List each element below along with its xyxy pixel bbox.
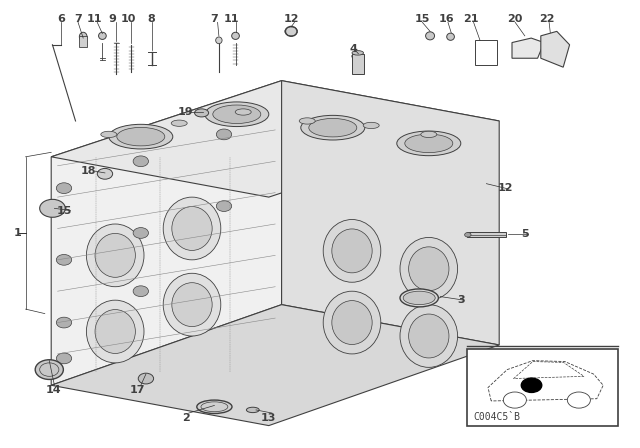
Text: 16: 16 <box>438 14 454 24</box>
Ellipse shape <box>447 33 454 40</box>
Circle shape <box>56 183 72 194</box>
Ellipse shape <box>163 273 221 336</box>
Ellipse shape <box>195 109 209 117</box>
Circle shape <box>216 201 232 211</box>
Ellipse shape <box>332 229 372 273</box>
Text: 4: 4 <box>349 44 357 54</box>
Text: 21: 21 <box>463 14 478 24</box>
Text: 18: 18 <box>81 166 96 176</box>
Ellipse shape <box>409 314 449 358</box>
Ellipse shape <box>400 289 438 307</box>
Ellipse shape <box>95 233 136 277</box>
Ellipse shape <box>246 407 259 413</box>
Text: 7: 7 <box>211 14 218 24</box>
Text: 7: 7 <box>74 14 82 24</box>
Circle shape <box>133 286 148 297</box>
Ellipse shape <box>163 197 221 260</box>
Ellipse shape <box>109 125 173 149</box>
Ellipse shape <box>285 26 297 36</box>
Bar <box>79 36 87 47</box>
Ellipse shape <box>212 105 261 124</box>
Ellipse shape <box>323 291 381 354</box>
Ellipse shape <box>323 220 381 282</box>
Ellipse shape <box>308 118 357 137</box>
Ellipse shape <box>409 247 449 291</box>
Bar <box>467 232 506 237</box>
Ellipse shape <box>172 207 212 250</box>
Text: C004C5`B: C004C5`B <box>474 412 520 422</box>
Ellipse shape <box>352 51 364 55</box>
Bar <box>475 40 497 65</box>
Polygon shape <box>282 81 499 345</box>
Ellipse shape <box>197 400 232 414</box>
Text: 8: 8 <box>148 14 156 24</box>
Ellipse shape <box>216 37 222 44</box>
Circle shape <box>56 254 72 265</box>
Ellipse shape <box>101 131 117 138</box>
Ellipse shape <box>403 291 435 305</box>
Ellipse shape <box>172 120 188 126</box>
Circle shape <box>568 392 590 408</box>
Circle shape <box>465 233 471 237</box>
Text: 6: 6 <box>57 14 65 24</box>
Ellipse shape <box>404 134 453 153</box>
Circle shape <box>138 373 154 384</box>
Circle shape <box>521 378 541 392</box>
Ellipse shape <box>397 131 461 155</box>
Circle shape <box>35 360 63 379</box>
Ellipse shape <box>117 127 165 146</box>
Text: 19: 19 <box>178 107 193 117</box>
Circle shape <box>40 199 65 217</box>
Polygon shape <box>541 31 570 67</box>
Text: 11: 11 <box>87 14 102 24</box>
Ellipse shape <box>232 32 239 39</box>
Ellipse shape <box>400 305 458 367</box>
Ellipse shape <box>79 32 87 41</box>
Ellipse shape <box>86 300 144 363</box>
Circle shape <box>503 392 526 408</box>
Ellipse shape <box>205 102 269 127</box>
Text: 15: 15 <box>415 14 430 24</box>
Text: 12: 12 <box>498 183 513 193</box>
Text: 20: 20 <box>508 14 523 24</box>
Ellipse shape <box>236 109 252 115</box>
Text: 10: 10 <box>120 14 136 24</box>
Circle shape <box>216 129 232 140</box>
Ellipse shape <box>364 122 380 129</box>
Text: 3: 3 <box>457 295 465 305</box>
Bar <box>467 349 618 426</box>
Ellipse shape <box>400 237 458 300</box>
Text: 5: 5 <box>521 229 529 239</box>
Ellipse shape <box>300 118 315 124</box>
Polygon shape <box>51 81 499 197</box>
Ellipse shape <box>301 116 365 140</box>
Text: 17: 17 <box>130 385 145 395</box>
Text: 1: 1 <box>14 228 22 238</box>
Circle shape <box>56 317 72 328</box>
Circle shape <box>133 156 148 167</box>
Text: 14: 14 <box>45 385 61 395</box>
Ellipse shape <box>86 224 144 287</box>
Ellipse shape <box>426 32 435 40</box>
Bar <box>352 54 364 74</box>
Circle shape <box>97 168 113 179</box>
Text: 15: 15 <box>56 206 72 215</box>
Polygon shape <box>51 305 499 426</box>
Ellipse shape <box>99 32 106 39</box>
Polygon shape <box>512 38 544 58</box>
Ellipse shape <box>332 301 372 345</box>
Circle shape <box>133 228 148 238</box>
Circle shape <box>56 353 72 364</box>
Text: 12: 12 <box>284 14 299 24</box>
Ellipse shape <box>421 131 437 138</box>
Ellipse shape <box>172 283 212 327</box>
Text: 13: 13 <box>261 413 276 422</box>
Text: 2: 2 <box>182 413 189 422</box>
Polygon shape <box>51 81 282 385</box>
Text: 22: 22 <box>540 14 555 24</box>
Text: 11: 11 <box>224 14 239 24</box>
Text: 9: 9 <box>108 14 116 24</box>
Ellipse shape <box>95 310 136 353</box>
